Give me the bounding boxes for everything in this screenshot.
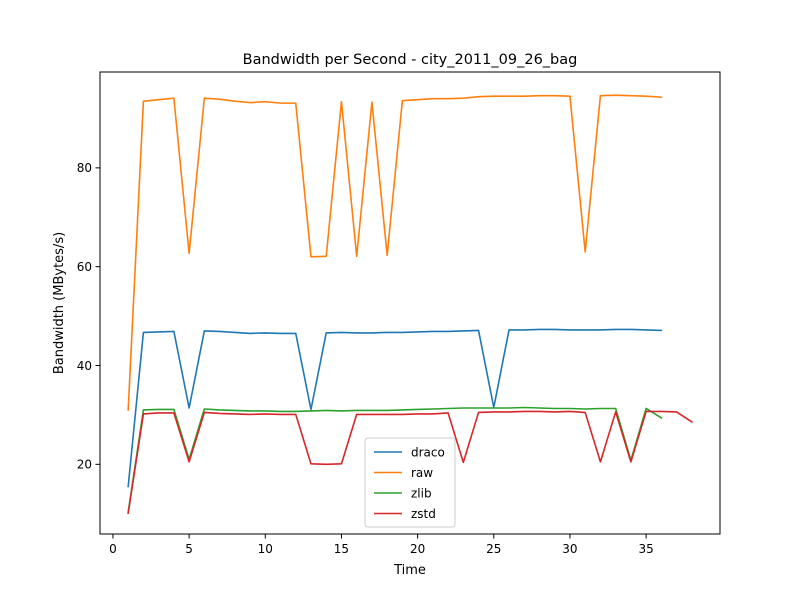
legend-box: [364, 437, 456, 528]
x-tick-label: 5: [185, 542, 193, 556]
chart-legend: draco raw zlib zstd: [364, 437, 456, 528]
x-axis-label: Time: [393, 563, 426, 578]
x-tick-label: 0: [109, 542, 117, 556]
y-tick-label: 40: [77, 359, 92, 373]
y-axis-label: Bandwidth (MBytes/s): [52, 232, 67, 374]
y-tick-label: 20: [77, 458, 92, 472]
legend-label-draco: draco: [411, 445, 445, 459]
x-tick-label: 10: [258, 542, 273, 556]
y-tick-label: 60: [77, 260, 92, 274]
plot-area-frame: [99, 71, 721, 535]
x-tick-label: 35: [638, 542, 653, 556]
legend-label-raw: raw: [411, 466, 433, 480]
x-axis: 0 5 10 15 20 25 30 35: [109, 534, 654, 556]
x-tick-label: 30: [562, 542, 577, 556]
legend-label-zstd: zstd: [411, 507, 436, 521]
x-tick-label: 15: [334, 542, 349, 556]
y-axis: 20 40 60 80: [77, 161, 100, 472]
series-line-zstd: [127, 410, 693, 515]
legend-label-zlib: zlib: [411, 486, 432, 500]
series-line-zlib: [127, 406, 663, 514]
chart-title: Bandwidth per Second - city_2011_09_26_b…: [243, 52, 578, 68]
x-tick-label: 25: [486, 542, 501, 556]
x-tick-label: 20: [410, 542, 425, 556]
series-lines: [127, 94, 693, 515]
series-line-draco: [127, 328, 663, 488]
series-line-raw: [127, 94, 663, 411]
y-tick-label: 80: [77, 161, 92, 175]
